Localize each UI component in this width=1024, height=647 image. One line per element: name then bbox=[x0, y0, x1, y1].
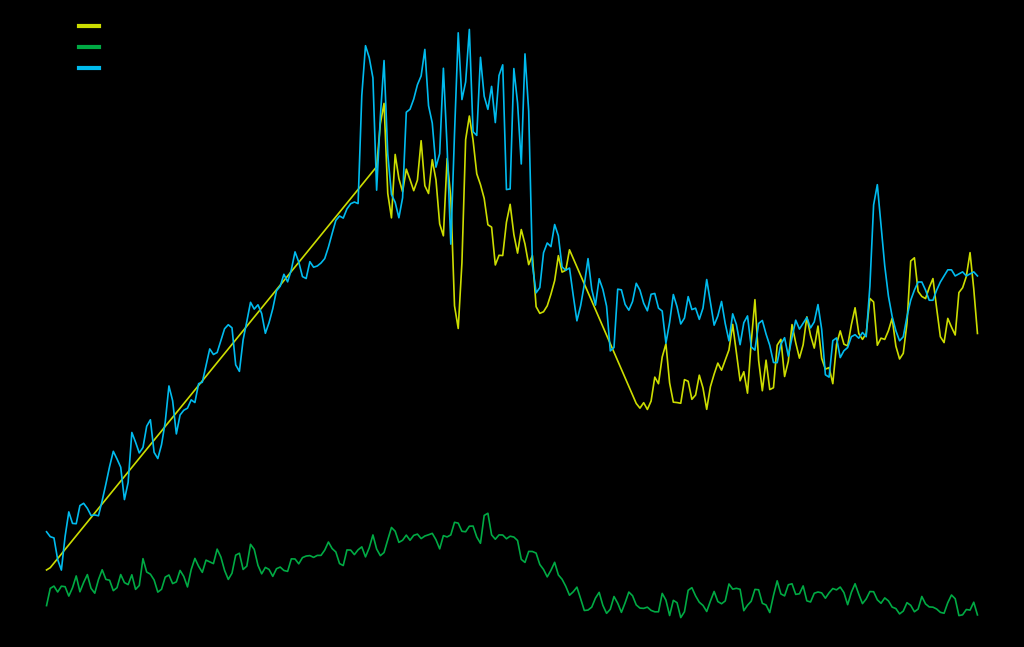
Legend: , , : , , bbox=[79, 20, 103, 76]
